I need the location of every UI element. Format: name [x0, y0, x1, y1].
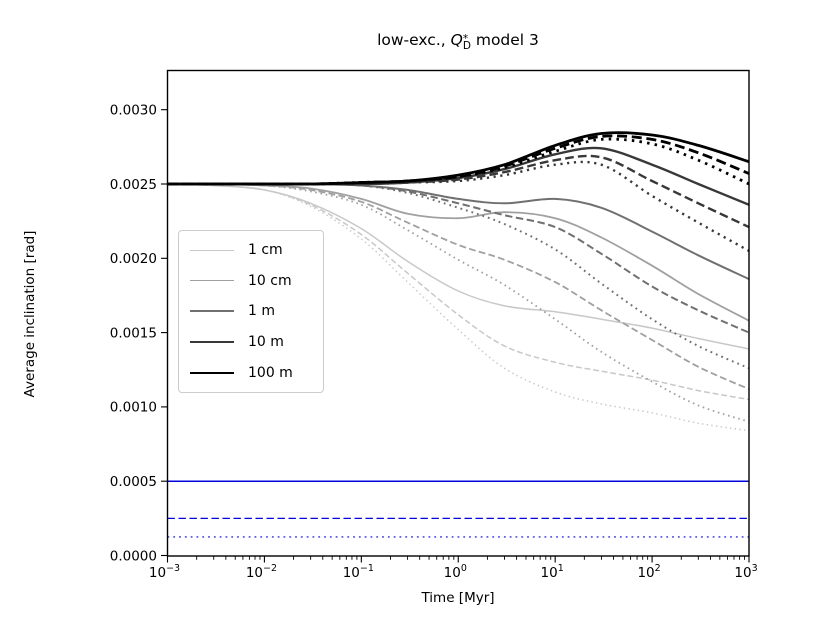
x-axis-label: Time [Myr]	[421, 590, 495, 606]
curve-100-m-dashed	[167, 134, 749, 186]
curve-1-cm-dashed	[167, 183, 749, 401]
curve-1-cm-dotted	[167, 183, 749, 432]
x-tick-label: 102	[637, 563, 660, 581]
curve-10-m-dashed	[167, 154, 749, 229]
curve-1-m-dashed	[167, 182, 749, 334]
axis-ticks	[161, 109, 750, 563]
y-tick-label: 0.0015	[110, 325, 157, 341]
legend-line-sample-100m	[190, 371, 234, 374]
legend-item-10m: 10 m	[179, 334, 323, 350]
chart-title: low-exc., Q* D model 3	[167, 31, 749, 53]
legend-label-10m: 10 m	[248, 334, 284, 351]
legend-line-sample-1m	[190, 310, 234, 313]
title-prefix: low-exc.,	[377, 31, 451, 49]
title-q-sub: D	[462, 40, 471, 53]
x-tick-label: 10−3	[149, 563, 180, 581]
legend-item-1m: 1 m	[179, 303, 323, 319]
legend-item-1cm: 1 cm	[179, 242, 323, 258]
curve-10-cm-dotted	[167, 183, 749, 423]
legend-line-sample-1cm	[190, 249, 234, 251]
x-tick-label: 10−2	[246, 563, 277, 581]
legend-item-10cm: 10 cm	[179, 273, 323, 289]
legend-label-100m: 100 m	[248, 364, 293, 381]
legend-label-1m: 1 m	[248, 303, 275, 320]
y-tick-label: 0.0005	[110, 474, 157, 490]
legend-label-1cm: 1 cm	[248, 242, 283, 259]
x-tick-label: 100	[444, 563, 467, 581]
title-q-symbol: Q	[450, 31, 463, 49]
y-tick-label: 0.0025	[110, 177, 157, 193]
y-tick-label: 0.0000	[110, 548, 157, 564]
title-suffix: model 3	[470, 31, 539, 49]
x-tick-label: 103	[734, 563, 757, 581]
legend-item-100m: 100 m	[179, 365, 323, 381]
title-q-subsup: * D	[462, 32, 471, 53]
x-tick-label: 101	[541, 563, 564, 581]
legend-label-10cm: 10 cm	[248, 272, 292, 289]
reference-lines	[167, 480, 749, 538]
y-tick-label: 0.0030	[110, 103, 157, 119]
y-tick-label: 0.0020	[110, 251, 157, 267]
data-curves	[167, 131, 749, 432]
x-tick-label: 10−1	[343, 563, 374, 581]
legend-line-sample-10m	[190, 341, 234, 344]
plot-border	[166, 69, 750, 557]
legend: 1 cm 10 cm 1 m 10 m 100 m	[178, 230, 324, 393]
title-q-sup: *	[462, 32, 469, 45]
axis-tick-labels: 10−3 10−2 10−1 100 101 102 103 0.0000 0.0005 0.00…	[110, 103, 758, 582]
y-axis-label: Average inclination [rad]	[22, 230, 38, 398]
y-tick-label: 0.0010	[110, 400, 157, 416]
legend-line-sample-10cm	[190, 280, 234, 282]
